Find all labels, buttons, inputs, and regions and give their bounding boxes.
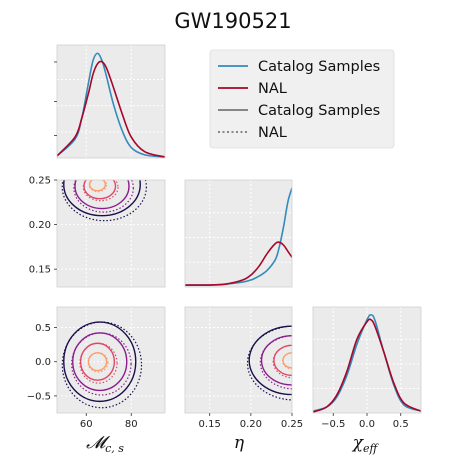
y-tick-label-chi: 0.0 bbox=[35, 357, 51, 368]
panel-background bbox=[185, 180, 292, 287]
y-tick-label-eta: 0.15 bbox=[29, 265, 51, 276]
panel-mc-eta-contours: 0.15 0.20 0.25 bbox=[29, 176, 166, 288]
contour-catalog bbox=[79, 342, 116, 381]
marginal-curves bbox=[313, 314, 421, 413]
panel-frame bbox=[56, 179, 166, 288]
panel-chi-marginal: −0.5 0.0 0.5 bbox=[312, 306, 422, 430]
marginal-curve-nal bbox=[313, 318, 421, 413]
panel-frame bbox=[56, 306, 166, 414]
x-tick-label-eta: 0.25 bbox=[281, 419, 303, 430]
panel-mc-marginal bbox=[54, 44, 166, 159]
marginal-curves bbox=[185, 187, 292, 286]
y-tick-label-chi: −0.5 bbox=[27, 391, 51, 402]
x-tick-label-mc: 80 bbox=[125, 419, 138, 430]
legend-label: NAL bbox=[258, 81, 287, 97]
contour-catalog bbox=[63, 321, 137, 403]
contour-nal bbox=[82, 180, 119, 202]
x-axis-label-mc: 𝓜c, s bbox=[86, 433, 124, 455]
legend-label: Catalog Samples bbox=[258, 103, 380, 119]
y-tick-label-chi: 0.5 bbox=[35, 323, 51, 334]
x-axis-label-chi: χeff bbox=[352, 433, 380, 455]
legend: Catalog Samples NAL Catalog Samples NAL bbox=[209, 49, 395, 149]
marginal-curves bbox=[57, 52, 165, 158]
x-axis-label-eta: η bbox=[234, 433, 245, 453]
contour-nal bbox=[61, 180, 147, 222]
panel-mc-chi-contours: −0.5 0.0 0.5 60 80 bbox=[27, 306, 166, 430]
contour-nal bbox=[71, 332, 132, 396]
panel-frame bbox=[184, 306, 293, 414]
marginal-curve-nal bbox=[185, 241, 292, 286]
legend-box bbox=[209, 49, 395, 149]
panel-background bbox=[57, 307, 165, 413]
contour-nal bbox=[87, 352, 109, 373]
x-tick-label-eta: 0.20 bbox=[240, 419, 262, 430]
x-tick-label-chi: −0.5 bbox=[321, 419, 345, 430]
x-tick-label-eta: 0.15 bbox=[199, 419, 221, 430]
panel-frame bbox=[184, 179, 293, 288]
contour-nal bbox=[61, 321, 143, 409]
legend-label: Catalog Samples bbox=[258, 59, 380, 75]
contour-nal bbox=[79, 342, 118, 384]
contour-nal bbox=[73, 180, 134, 213]
contour-nal bbox=[272, 344, 292, 379]
contour-catalog bbox=[74, 180, 130, 210]
chart-title: GW190521 bbox=[174, 9, 291, 33]
contour-group bbox=[61, 180, 147, 222]
legend-label: NAL bbox=[258, 125, 287, 141]
contour-catalog bbox=[63, 180, 141, 217]
contour-nal bbox=[281, 352, 292, 370]
x-tick-label-chi: 0.5 bbox=[393, 419, 409, 430]
y-tick-label-eta: 0.25 bbox=[29, 176, 51, 187]
contour-group bbox=[61, 321, 143, 409]
x-tick-label-chi: 0.0 bbox=[359, 419, 375, 430]
y-tick-label-eta: 0.20 bbox=[29, 220, 51, 231]
contour-catalog bbox=[87, 352, 108, 372]
panel-background bbox=[57, 180, 165, 287]
contour-nal bbox=[88, 180, 108, 193]
panel-eta-chi-contours: 0.15 0.20 0.25 bbox=[184, 306, 303, 430]
x-tick-label-mc: 60 bbox=[80, 419, 93, 430]
panel-eta-marginal bbox=[184, 179, 293, 288]
marginal-curve-nal bbox=[57, 60, 165, 158]
